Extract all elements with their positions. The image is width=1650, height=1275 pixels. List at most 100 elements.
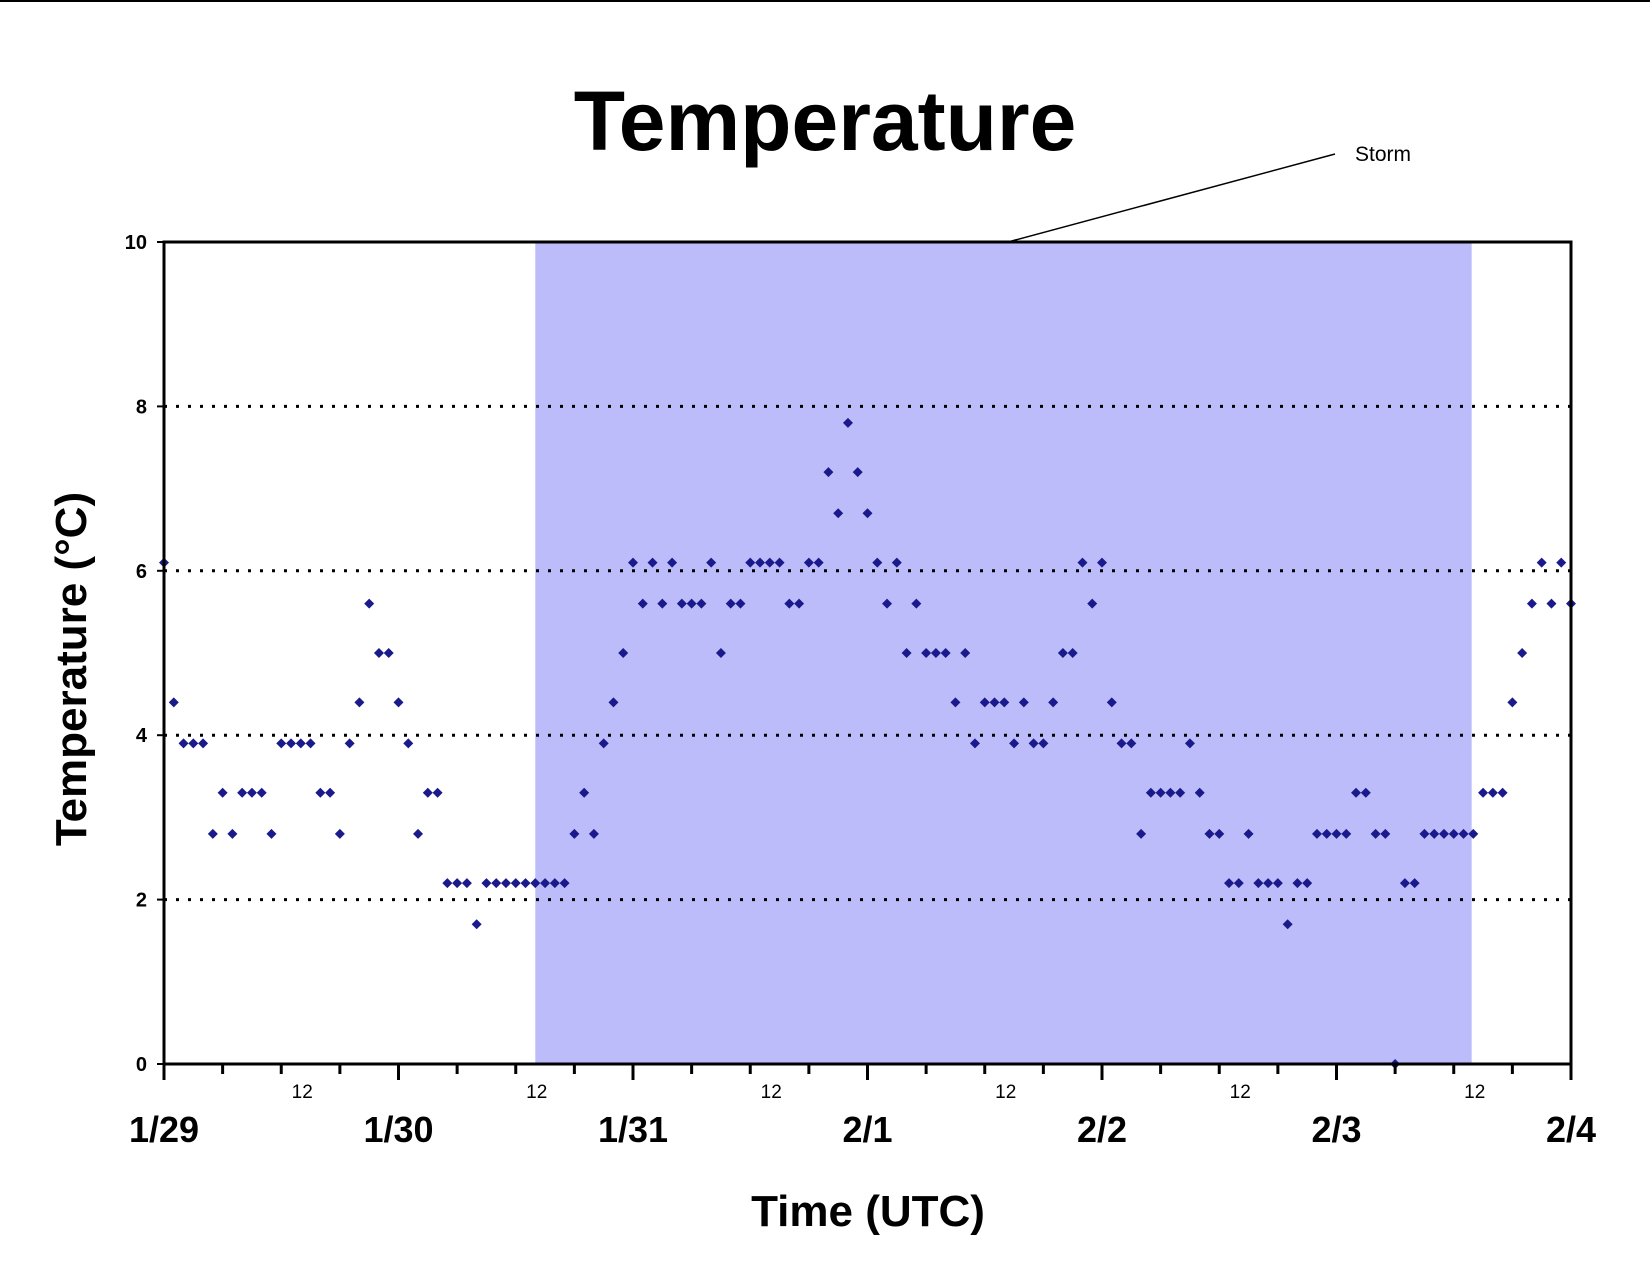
- data-point: [373, 648, 384, 658]
- data-point: [217, 787, 228, 798]
- data-point: [579, 787, 590, 798]
- data-point: [755, 557, 766, 568]
- x-hour-tick-label: 12: [292, 1082, 313, 1103]
- data-point: [1380, 828, 1391, 839]
- data-point: [911, 598, 922, 609]
- data-point: [696, 598, 707, 609]
- data-point: [1272, 878, 1283, 889]
- data-point: [813, 557, 824, 568]
- data-point: [1360, 787, 1371, 798]
- data-point: [999, 697, 1010, 708]
- data-point: [256, 787, 267, 798]
- data-point: [852, 467, 863, 478]
- data-point: [1419, 828, 1430, 839]
- data-point: [491, 878, 502, 889]
- data-point: [1184, 738, 1195, 749]
- x-hour-tick-label: 12: [1464, 1082, 1485, 1103]
- data-point: [1204, 828, 1215, 839]
- data-point: [432, 787, 443, 798]
- data-point: [784, 598, 795, 609]
- x-day-tick-label: 2/3: [1311, 1109, 1361, 1150]
- data-point: [1536, 557, 1547, 568]
- data-point: [1302, 878, 1313, 889]
- data-point: [1507, 697, 1518, 708]
- data-point: [1399, 878, 1410, 889]
- data-point: [266, 828, 277, 839]
- data-point: [950, 697, 961, 708]
- data-point: [1517, 648, 1528, 658]
- data-point: [637, 598, 648, 609]
- data-point: [1077, 557, 1088, 568]
- data-point: [393, 697, 404, 708]
- data-point: [979, 697, 990, 708]
- data-point: [452, 878, 463, 889]
- data-point: [227, 828, 238, 839]
- data-point: [559, 878, 570, 889]
- y-tick-label: 8: [136, 396, 147, 418]
- data-point: [833, 508, 844, 519]
- data-point: [794, 598, 805, 609]
- data-point: [764, 557, 775, 568]
- data-point: [364, 598, 375, 609]
- data-point: [540, 878, 551, 889]
- data-point: [1243, 828, 1254, 839]
- data-point: [1263, 878, 1274, 889]
- data-point: [315, 787, 326, 798]
- data-markers: [159, 417, 1576, 1069]
- data-point: [803, 557, 814, 568]
- x-day-tick-label: 1/31: [598, 1109, 668, 1150]
- data-point: [1526, 598, 1537, 609]
- data-point: [344, 738, 355, 749]
- y-tick-label: 10: [125, 232, 147, 254]
- data-point: [500, 878, 511, 889]
- data-point: [198, 738, 209, 749]
- data-point: [745, 557, 756, 568]
- data-point: [295, 738, 306, 749]
- top-border-line: [0, 0, 1650, 2]
- data-point: [246, 787, 257, 798]
- x-axis-title: Time (UTC): [751, 1187, 985, 1236]
- data-point: [1438, 828, 1449, 839]
- data-point: [1165, 787, 1176, 798]
- data-point: [286, 738, 297, 749]
- data-point: [676, 598, 687, 609]
- data-point: [178, 738, 189, 749]
- data-point: [647, 557, 658, 568]
- data-point: [1331, 828, 1342, 839]
- data-point: [1106, 697, 1117, 708]
- data-point: [237, 787, 248, 798]
- x-day-tick-label: 2/4: [1546, 1109, 1596, 1150]
- data-point: [686, 598, 697, 609]
- data-point: [549, 878, 560, 889]
- data-point: [520, 878, 531, 889]
- data-point: [608, 697, 619, 708]
- data-point: [1038, 738, 1049, 749]
- data-point: [1087, 598, 1098, 609]
- data-point: [188, 738, 199, 749]
- data-point: [882, 598, 893, 609]
- data-point: [667, 557, 678, 568]
- y-tick-label: 4: [136, 725, 148, 747]
- data-point: [1341, 828, 1352, 839]
- data-point: [1126, 738, 1137, 749]
- data-point: [891, 557, 902, 568]
- data-point: [461, 878, 472, 889]
- data-point: [715, 648, 726, 658]
- data-point: [510, 878, 521, 889]
- data-point: [1546, 598, 1557, 609]
- data-point: [940, 648, 951, 658]
- data-point: [481, 878, 492, 889]
- data-point: [1409, 878, 1420, 889]
- data-point: [921, 648, 932, 658]
- data-point: [1224, 878, 1235, 889]
- data-point: [530, 878, 541, 889]
- data-point: [823, 467, 834, 478]
- storm-annotation-label: Storm: [1355, 143, 1411, 166]
- data-point: [1370, 828, 1381, 839]
- y-axis: 0 2 4 6 8 10: [125, 232, 164, 1076]
- storm-shaded-region: [535, 242, 1472, 1064]
- data-point: [1556, 557, 1567, 568]
- data-point: [862, 508, 873, 519]
- data-point: [1009, 738, 1020, 749]
- data-point: [1028, 738, 1039, 749]
